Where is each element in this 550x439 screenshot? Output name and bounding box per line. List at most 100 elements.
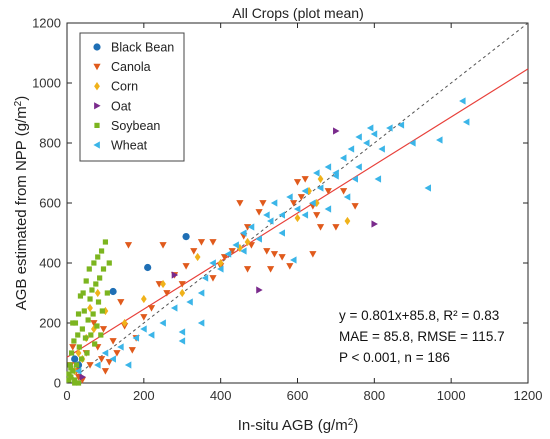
point-wheat (267, 217, 274, 225)
point-canola (351, 203, 359, 210)
point-wheat (224, 250, 232, 258)
point-corn (179, 288, 186, 298)
point-soybean (67, 362, 73, 368)
point-soybean (69, 350, 75, 356)
point-black-bean (182, 233, 190, 241)
identity-line (66, 22, 529, 384)
point-soybean (72, 377, 78, 383)
x-tick-label: 400 (210, 388, 232, 403)
legend-marker-black-bean (93, 43, 101, 51)
point-canola (163, 290, 171, 297)
point-canola (99, 326, 108, 333)
point-soybean (93, 281, 99, 287)
legend-label-soybean: Soybean (111, 119, 160, 133)
point-wheat (378, 145, 385, 153)
point-wheat (255, 235, 262, 243)
legend-label-wheat: Wheat (111, 139, 148, 153)
point-canola (286, 263, 294, 270)
point-canola (278, 254, 286, 261)
legend-box (79, 32, 185, 162)
point-wheat (197, 289, 205, 297)
point-wheat (386, 124, 393, 132)
point-canola (247, 242, 255, 249)
y-tick-label: 600 (39, 196, 61, 211)
point-soybean (95, 299, 102, 305)
point-soybean (89, 287, 95, 293)
legend-marker-corn (94, 82, 100, 91)
point-wheat (290, 256, 297, 264)
point-wheat (355, 163, 362, 171)
series-canola (67, 176, 359, 384)
chart-title: All Crops (plot mean) (232, 5, 364, 21)
point-soybean (99, 308, 105, 314)
point-wheat (178, 337, 186, 345)
x-tick-label: 800 (363, 388, 385, 403)
point-wheat (132, 334, 140, 342)
point-corn (244, 237, 251, 247)
point-corn (87, 303, 93, 313)
point-wheat (301, 211, 309, 219)
fit-significance: P < 0.001, n = 186 (339, 350, 450, 365)
point-canola (340, 188, 348, 195)
point-wheat (101, 349, 109, 357)
point-canola (263, 248, 271, 255)
reference-lines (66, 22, 529, 384)
point-soybean (80, 290, 86, 296)
point-corn (75, 348, 82, 358)
point-canola (220, 254, 229, 261)
point-canola (324, 188, 332, 195)
point-corn (344, 216, 351, 226)
x-tick-label: 200 (133, 388, 155, 403)
point-corn (236, 243, 243, 253)
point-corn (313, 198, 320, 208)
point-canola (243, 266, 252, 273)
point-soybean (78, 356, 85, 362)
series-oat (79, 127, 378, 381)
point-wheat (159, 319, 166, 327)
point-wheat (232, 241, 239, 249)
point-corn (317, 174, 324, 184)
point-canola (182, 263, 190, 270)
x-tick-label: 1200 (514, 388, 543, 403)
point-soybean (98, 248, 105, 254)
legend-marker-wheat (93, 141, 100, 149)
point-canola (313, 212, 321, 219)
y-tick-label: 1000 (32, 76, 61, 91)
point-wheat (278, 229, 286, 237)
point-soybean (70, 320, 76, 326)
point-wheat (351, 175, 359, 183)
point-canola (332, 224, 340, 231)
legend-label-oat: Oat (111, 99, 132, 113)
point-soybean (77, 293, 84, 299)
series-wheat (74, 97, 470, 375)
point-oat (256, 286, 263, 294)
point-canola (86, 362, 94, 369)
x-tick-label: 1000 (437, 388, 466, 403)
point-wheat (170, 304, 178, 312)
point-canola (301, 176, 309, 183)
point-wheat (94, 361, 101, 369)
point-corn (294, 213, 301, 223)
point-soybean (95, 254, 101, 260)
point-canola (209, 239, 217, 246)
y-tick-label: 0 (54, 376, 61, 391)
point-soybean (90, 311, 96, 317)
fit-line (66, 68, 529, 358)
point-soybean (79, 326, 85, 332)
point-black-bean (71, 355, 79, 363)
point-soybean (81, 308, 87, 314)
point-soybean (91, 260, 97, 266)
x-tick-label: 600 (287, 388, 309, 403)
point-canola (297, 194, 305, 201)
point-black-bean (144, 263, 152, 272)
point-canola (90, 320, 98, 327)
point-soybean (68, 374, 74, 380)
point-canola (309, 251, 317, 258)
point-soybean (106, 260, 112, 266)
point-canola (155, 281, 163, 288)
point-wheat (240, 229, 247, 237)
point-wheat (74, 367, 82, 375)
point-oat (171, 271, 179, 279)
point-wheat (278, 211, 286, 219)
point-canola (197, 239, 206, 246)
